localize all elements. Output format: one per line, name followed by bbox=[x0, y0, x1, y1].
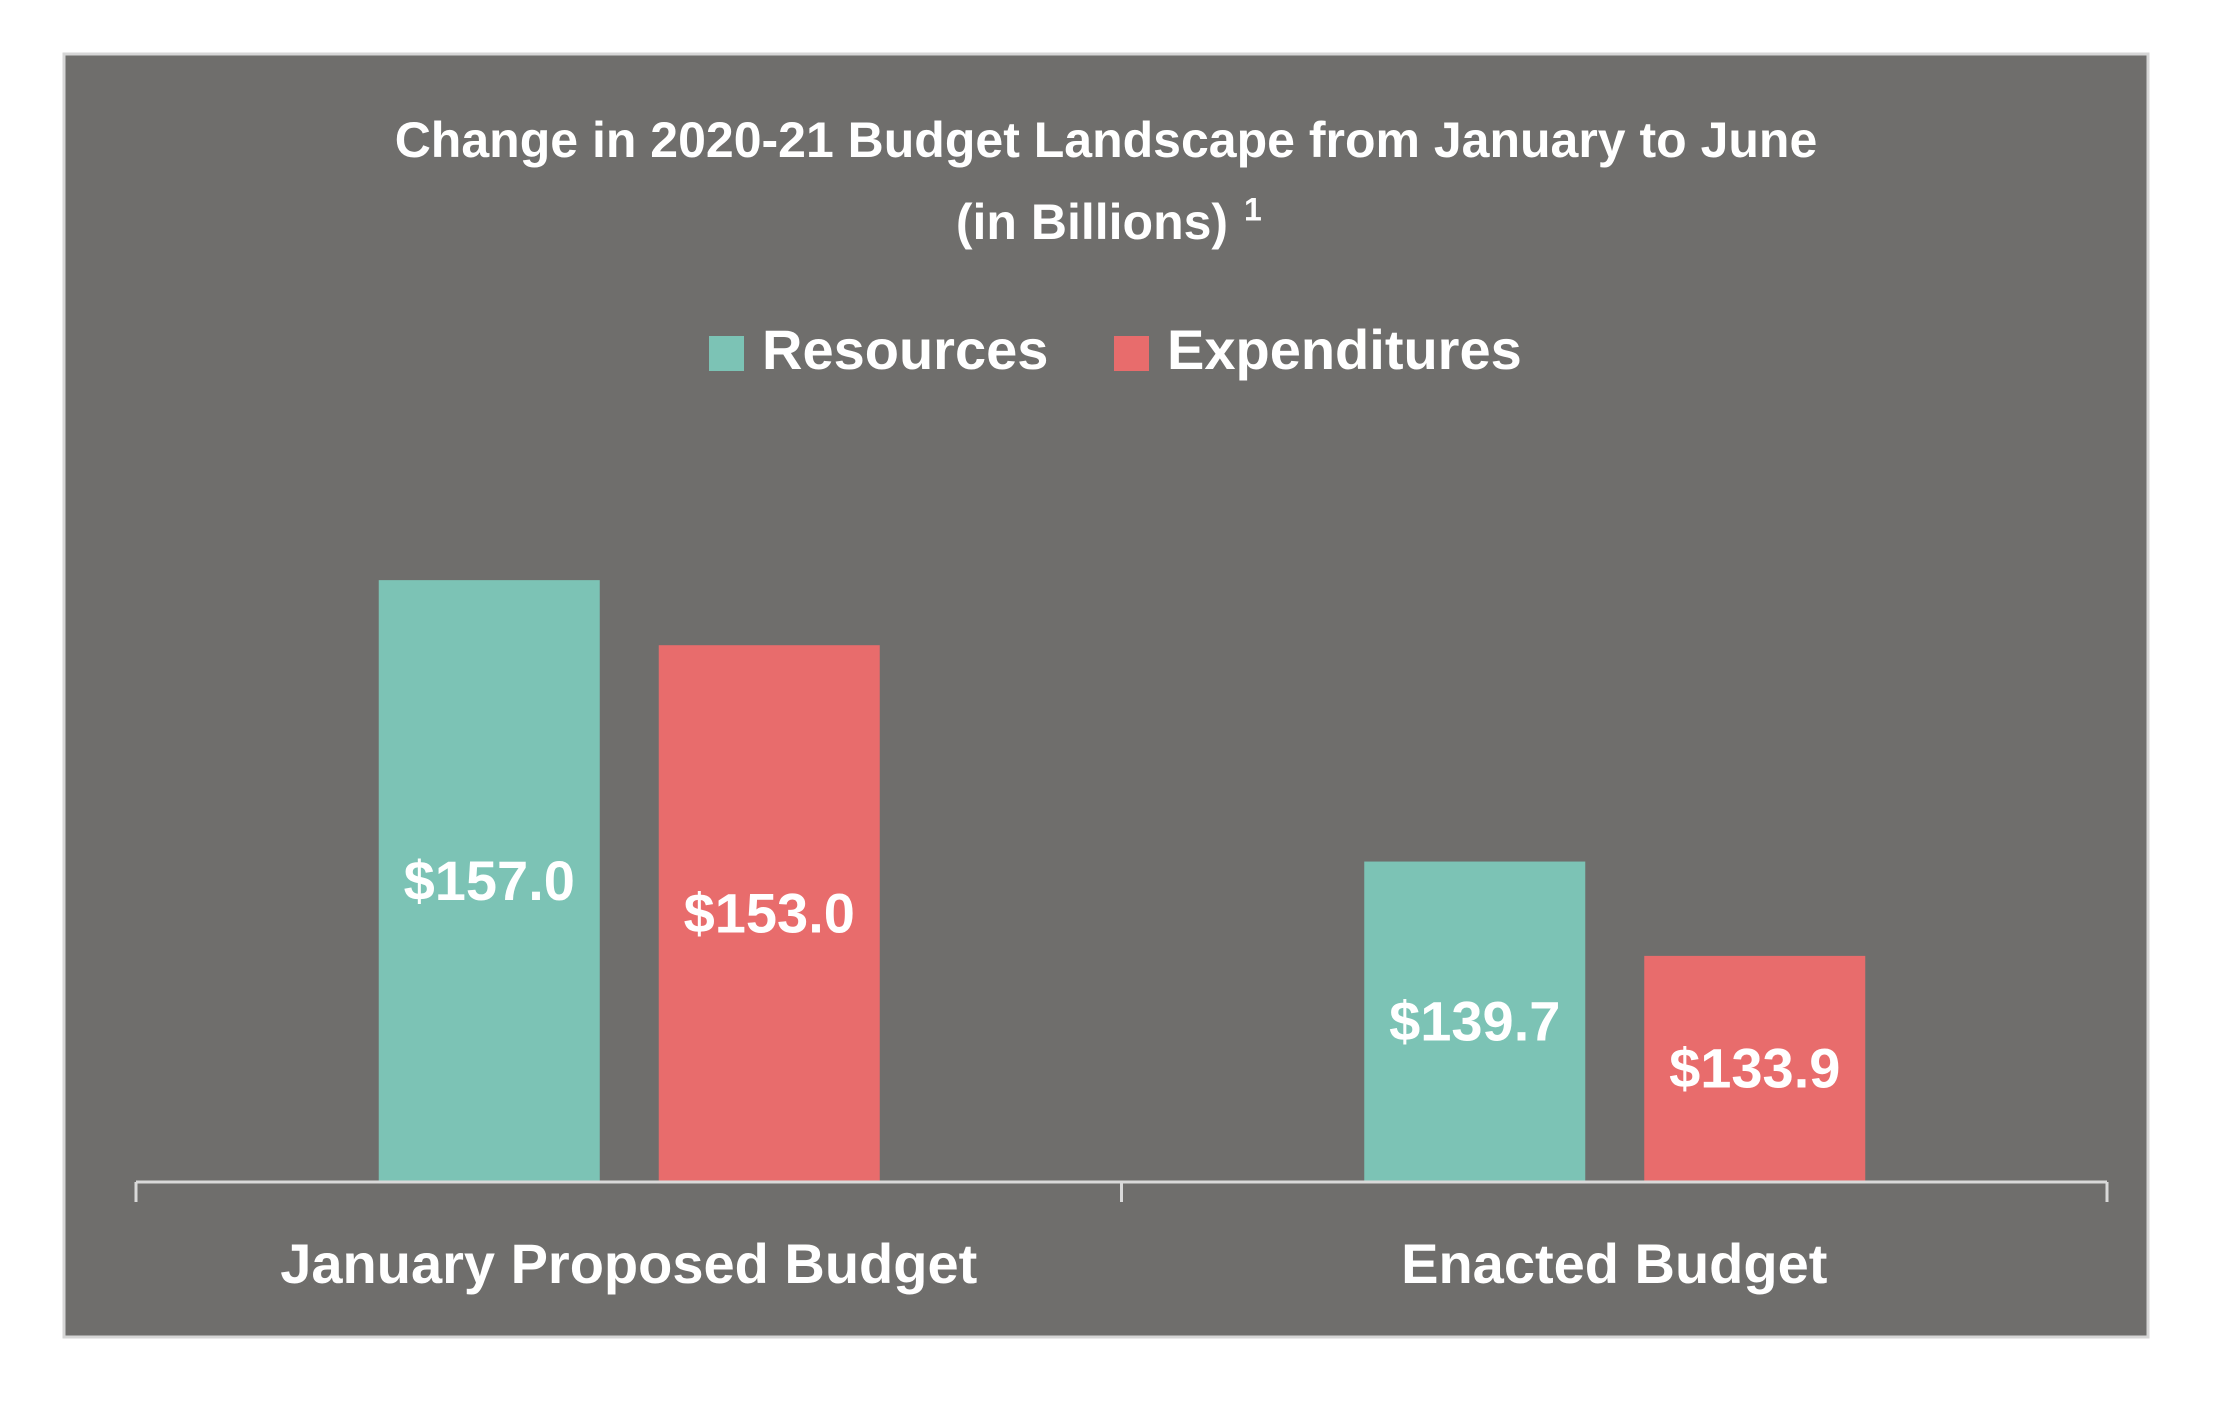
legend-swatch bbox=[709, 336, 744, 371]
x-tick-label: January Proposed Budget bbox=[280, 1232, 977, 1295]
chart-title: Change in 2020-21 Budget Landscape from … bbox=[395, 112, 1818, 168]
value-label: $157.0 bbox=[404, 849, 575, 912]
bar bbox=[1644, 955, 1866, 1182]
bar bbox=[378, 580, 600, 1182]
legend-label: Expenditures bbox=[1167, 318, 1522, 381]
value-label: $139.7 bbox=[1389, 990, 1560, 1053]
value-label: $153.0 bbox=[684, 881, 855, 944]
footnote-marker: 1 bbox=[1244, 191, 1262, 227]
legend-swatch bbox=[1114, 336, 1149, 371]
bar bbox=[1364, 861, 1586, 1182]
legend-label: Resources bbox=[762, 318, 1048, 381]
chart-subtitle: (in Billions) bbox=[956, 194, 1228, 250]
bar bbox=[658, 645, 880, 1182]
x-tick-label: Enacted Budget bbox=[1401, 1232, 1827, 1295]
value-label: $133.9 bbox=[1669, 1037, 1840, 1100]
